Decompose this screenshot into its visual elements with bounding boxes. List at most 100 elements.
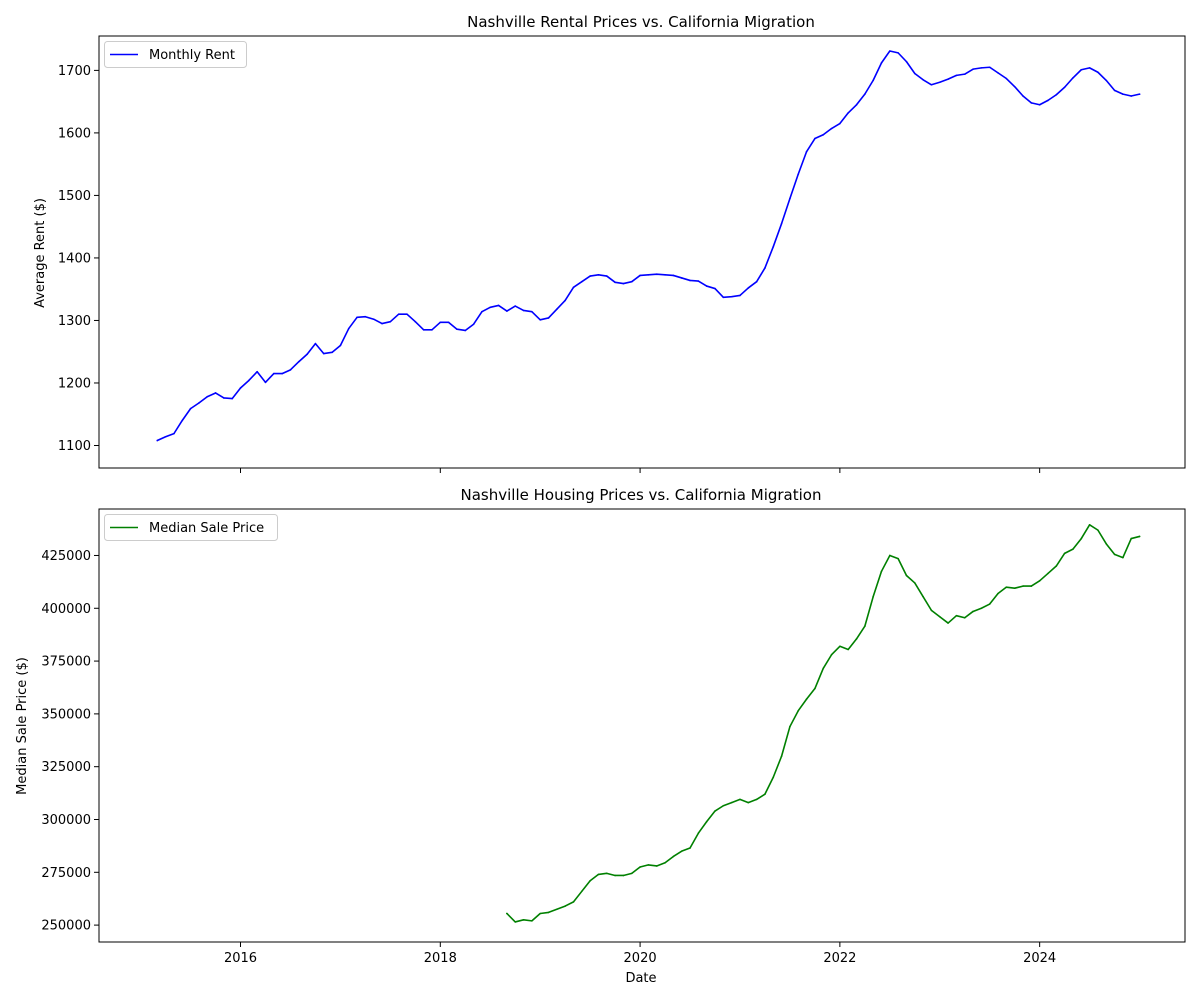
rent-data-point (297, 360, 300, 363)
price-legend: Median Sale Price (104, 514, 278, 541)
rent-data-point (714, 287, 716, 290)
price-data-point (805, 698, 808, 700)
rent-data-point (214, 392, 217, 394)
price-data-point (664, 861, 666, 864)
rent-data-point (289, 369, 292, 371)
price-data-point (1005, 586, 1008, 588)
rent-data-point (664, 274, 666, 276)
rent-data-point (198, 402, 200, 404)
price-data-point (764, 793, 766, 795)
price-legend-box (104, 514, 278, 541)
price-data-point (955, 614, 958, 617)
rent-y-tick-label: 1700 (58, 64, 91, 79)
rent-data-point (805, 150, 808, 153)
rent-data-point (1055, 93, 1058, 96)
rent-data-point (1097, 71, 1099, 74)
rent-data-point (705, 285, 708, 287)
rent-data-point (1063, 86, 1066, 89)
rent-data-point (772, 245, 775, 248)
rent-data-point (589, 275, 591, 277)
rent-data-point (522, 309, 525, 312)
rent-subplot: Nashville Rental Prices vs. California M… (33, 13, 1186, 473)
price-legend-label: Median Sale Price (149, 521, 264, 536)
price-data-point (1097, 529, 1099, 531)
rent-ticks: 1100 1200 1300 1400 1500 1600 1700 (58, 64, 1041, 473)
rent-data-point (830, 127, 833, 130)
rent-data-point (730, 295, 733, 298)
price-data-point (772, 776, 775, 779)
price-data-point (938, 615, 941, 618)
price-data-point (647, 864, 650, 866)
price-data-point (597, 873, 600, 876)
price-data-point (889, 554, 891, 557)
rent-data-point (822, 133, 825, 136)
rent-line-layer (156, 50, 1141, 442)
rent-data-point (456, 328, 458, 331)
price-data-point (972, 610, 974, 613)
rent-data-point (897, 52, 899, 54)
rent-data-point (581, 280, 583, 283)
rent-data-point (672, 274, 675, 277)
rent-data-point (506, 310, 508, 312)
price-data-point (822, 667, 825, 670)
price-line-layer (506, 524, 1141, 923)
price-data-point (1013, 587, 1016, 590)
rent-data-point (1072, 77, 1074, 79)
rent-y-axis-label: Average Rent ($) (33, 198, 48, 308)
price-data-point (905, 574, 908, 577)
price-data-point (947, 622, 949, 624)
rent-data-point (980, 67, 983, 69)
rent-data-point (963, 73, 966, 75)
rent-data-point (872, 79, 874, 82)
rent-data-point (1038, 103, 1041, 106)
price-subplot: Nashville Housing Prices vs. California … (15, 486, 1186, 986)
rent-data-point (389, 320, 392, 323)
price-data-point (880, 570, 883, 573)
rent-data-point (880, 62, 883, 64)
rent-data-point (839, 122, 841, 125)
price-data-point (830, 653, 833, 656)
price-data-point (581, 890, 583, 893)
price-data-point (797, 709, 800, 712)
price-x-tick-label: 2024 (1023, 951, 1056, 966)
rent-chart-title: Nashville Rental Prices vs. California M… (467, 13, 815, 31)
rent-data-point (905, 60, 908, 63)
price-data-point (705, 820, 708, 823)
rent-data-point (322, 352, 325, 355)
rent-data-point (797, 173, 800, 175)
rent-data-point (481, 310, 483, 313)
rent-data-point (639, 274, 641, 277)
price-data-point (722, 804, 725, 807)
rent-data-point (331, 351, 333, 354)
rent-data-point (273, 372, 275, 375)
rent-data-point (181, 419, 184, 422)
rent-data-point (464, 329, 467, 332)
rent-data-point (697, 280, 700, 282)
rent-data-point (356, 316, 358, 319)
rent-data-point (864, 93, 866, 95)
rent-data-point (997, 72, 999, 74)
rent-data-point (223, 397, 225, 399)
rent-data-point (414, 320, 417, 323)
rent-y-tick-label: 1600 (58, 126, 91, 141)
price-data-point (531, 920, 533, 922)
price-data-point (897, 557, 899, 560)
rent-data-point (1130, 95, 1133, 97)
rent-data-point (381, 322, 383, 325)
rent-data-point (1022, 95, 1024, 97)
rent-data-point (248, 379, 250, 382)
price-y-tick-label: 325000 (41, 760, 91, 775)
price-data-point (689, 847, 691, 849)
price-y-tick-label: 350000 (41, 707, 91, 722)
price-x-tick-label: 2020 (624, 951, 657, 966)
rent-data-point (231, 397, 233, 400)
price-data-point (614, 874, 616, 877)
price-data-point (980, 607, 983, 610)
price-data-point (1130, 537, 1133, 540)
rent-data-point (539, 319, 541, 321)
price-data-point (789, 725, 791, 728)
price-data-point (1105, 543, 1108, 545)
rent-legend-label: Monthly Rent (149, 48, 235, 63)
